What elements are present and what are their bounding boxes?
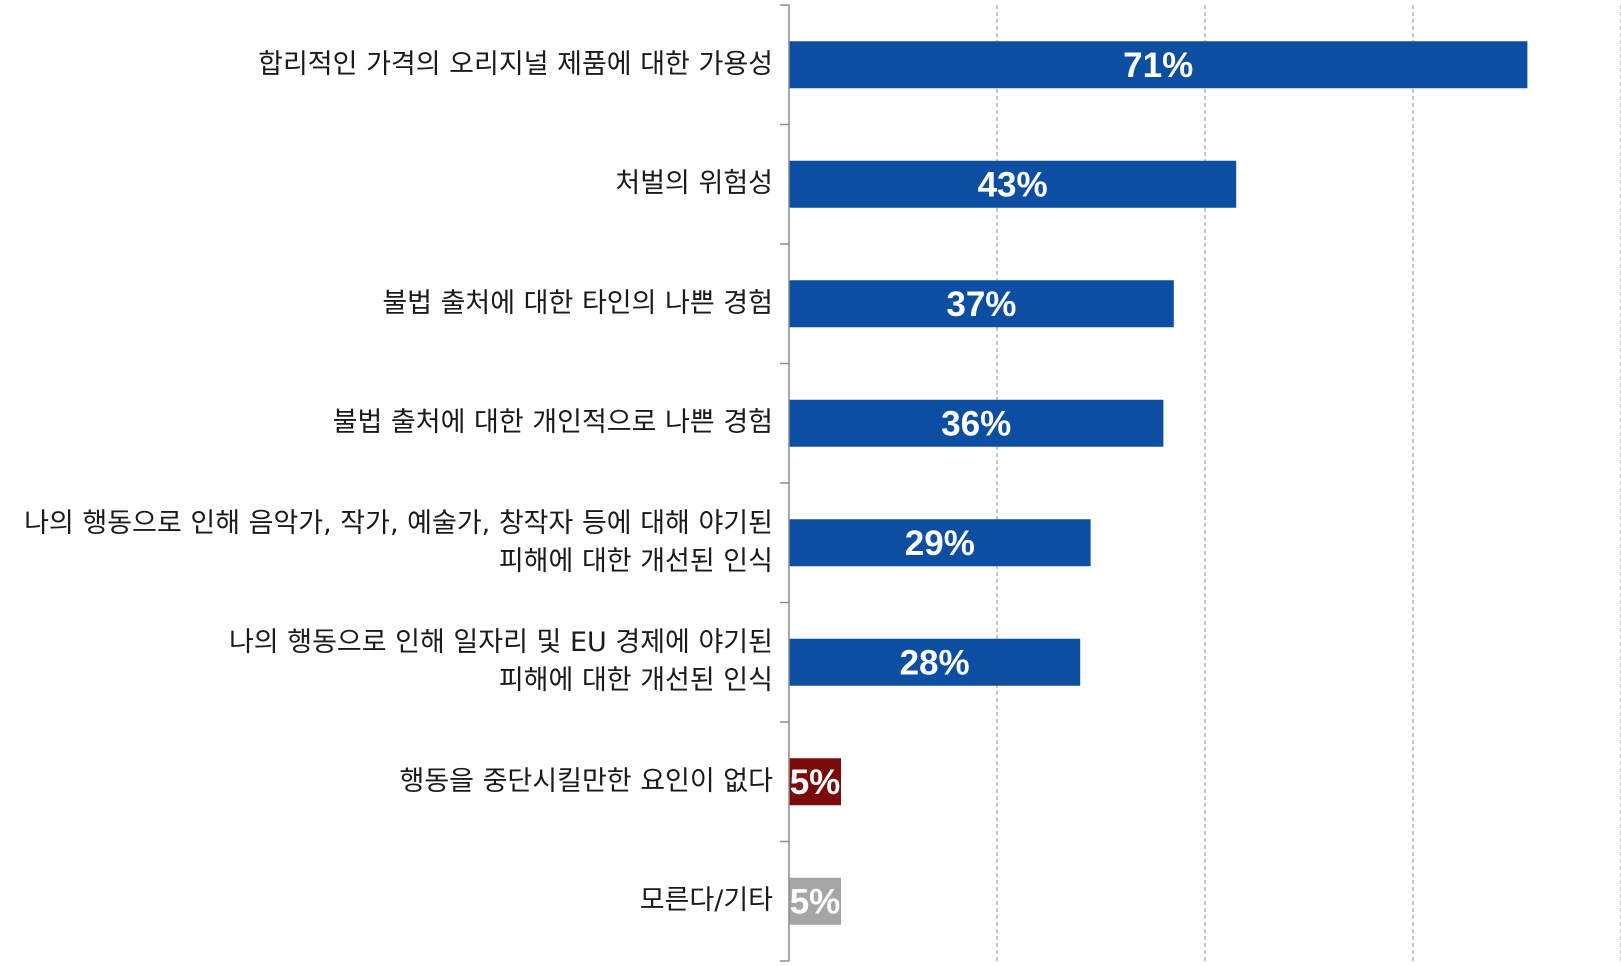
bar [789,638,1081,686]
category-label: 모른다/기타 [0,882,773,920]
data-label: 28% [900,643,970,682]
data-label: 29% [905,524,975,563]
bars: 71% 43% 37% 36% 29% 28% 5% 5% [789,41,1528,925]
category-label-line: 피해에 대한 개선된 인식 [498,545,773,577]
bar [789,160,1237,208]
data-label: 36% [941,404,1011,443]
category-label-line: 나의 행동으로 인해 음악가, 작가, 예술가, 창작자 등에 대해 야기된 [24,507,773,539]
category-label-line: 모른다/기타 [639,885,773,917]
bar [789,41,1528,89]
bar [789,519,1091,567]
data-label: 43% [978,165,1048,204]
category-label: 처벌의 위험성 [0,165,773,203]
category-label-line: 합리적인 가격의 오리지널 제품에 대한 가용성 [258,48,773,80]
category-label: 합리적인 가격의 오리지널 제품에 대한 가용성 [0,46,773,84]
bar [789,877,841,925]
y-axis [780,4,790,962]
bar [789,758,841,806]
category-label: 행동을 중단시킬만한 요인이 없다 [0,763,773,801]
data-label: 37% [946,285,1016,324]
bar [789,280,1174,328]
category-label: 불법 출처에 대한 개인적으로 나쁜 경험 [0,404,773,442]
data-label: 71% [1123,46,1193,85]
data-label: 5% [790,882,841,921]
category-label-line: 피해에 대한 개선된 인식 [498,665,773,697]
category-label-line: 불법 출처에 대한 개인적으로 나쁜 경험 [332,407,773,439]
category-label: 불법 출처에 대한 타인의 나쁜 경험 [0,285,773,323]
data-label: 5% [790,763,841,802]
category-label-line: 행동을 중단시킬만한 요인이 없다 [399,765,773,797]
gridlines [996,5,1621,961]
category-label-line: 불법 출처에 대한 타인의 나쁜 경험 [382,287,773,319]
bar [789,399,1164,447]
category-label-line: 처벌의 위험성 [615,168,773,200]
category-label-line: 나의 행동으로 인해 일자리 및 EU 경제에 야기된 [228,627,773,659]
